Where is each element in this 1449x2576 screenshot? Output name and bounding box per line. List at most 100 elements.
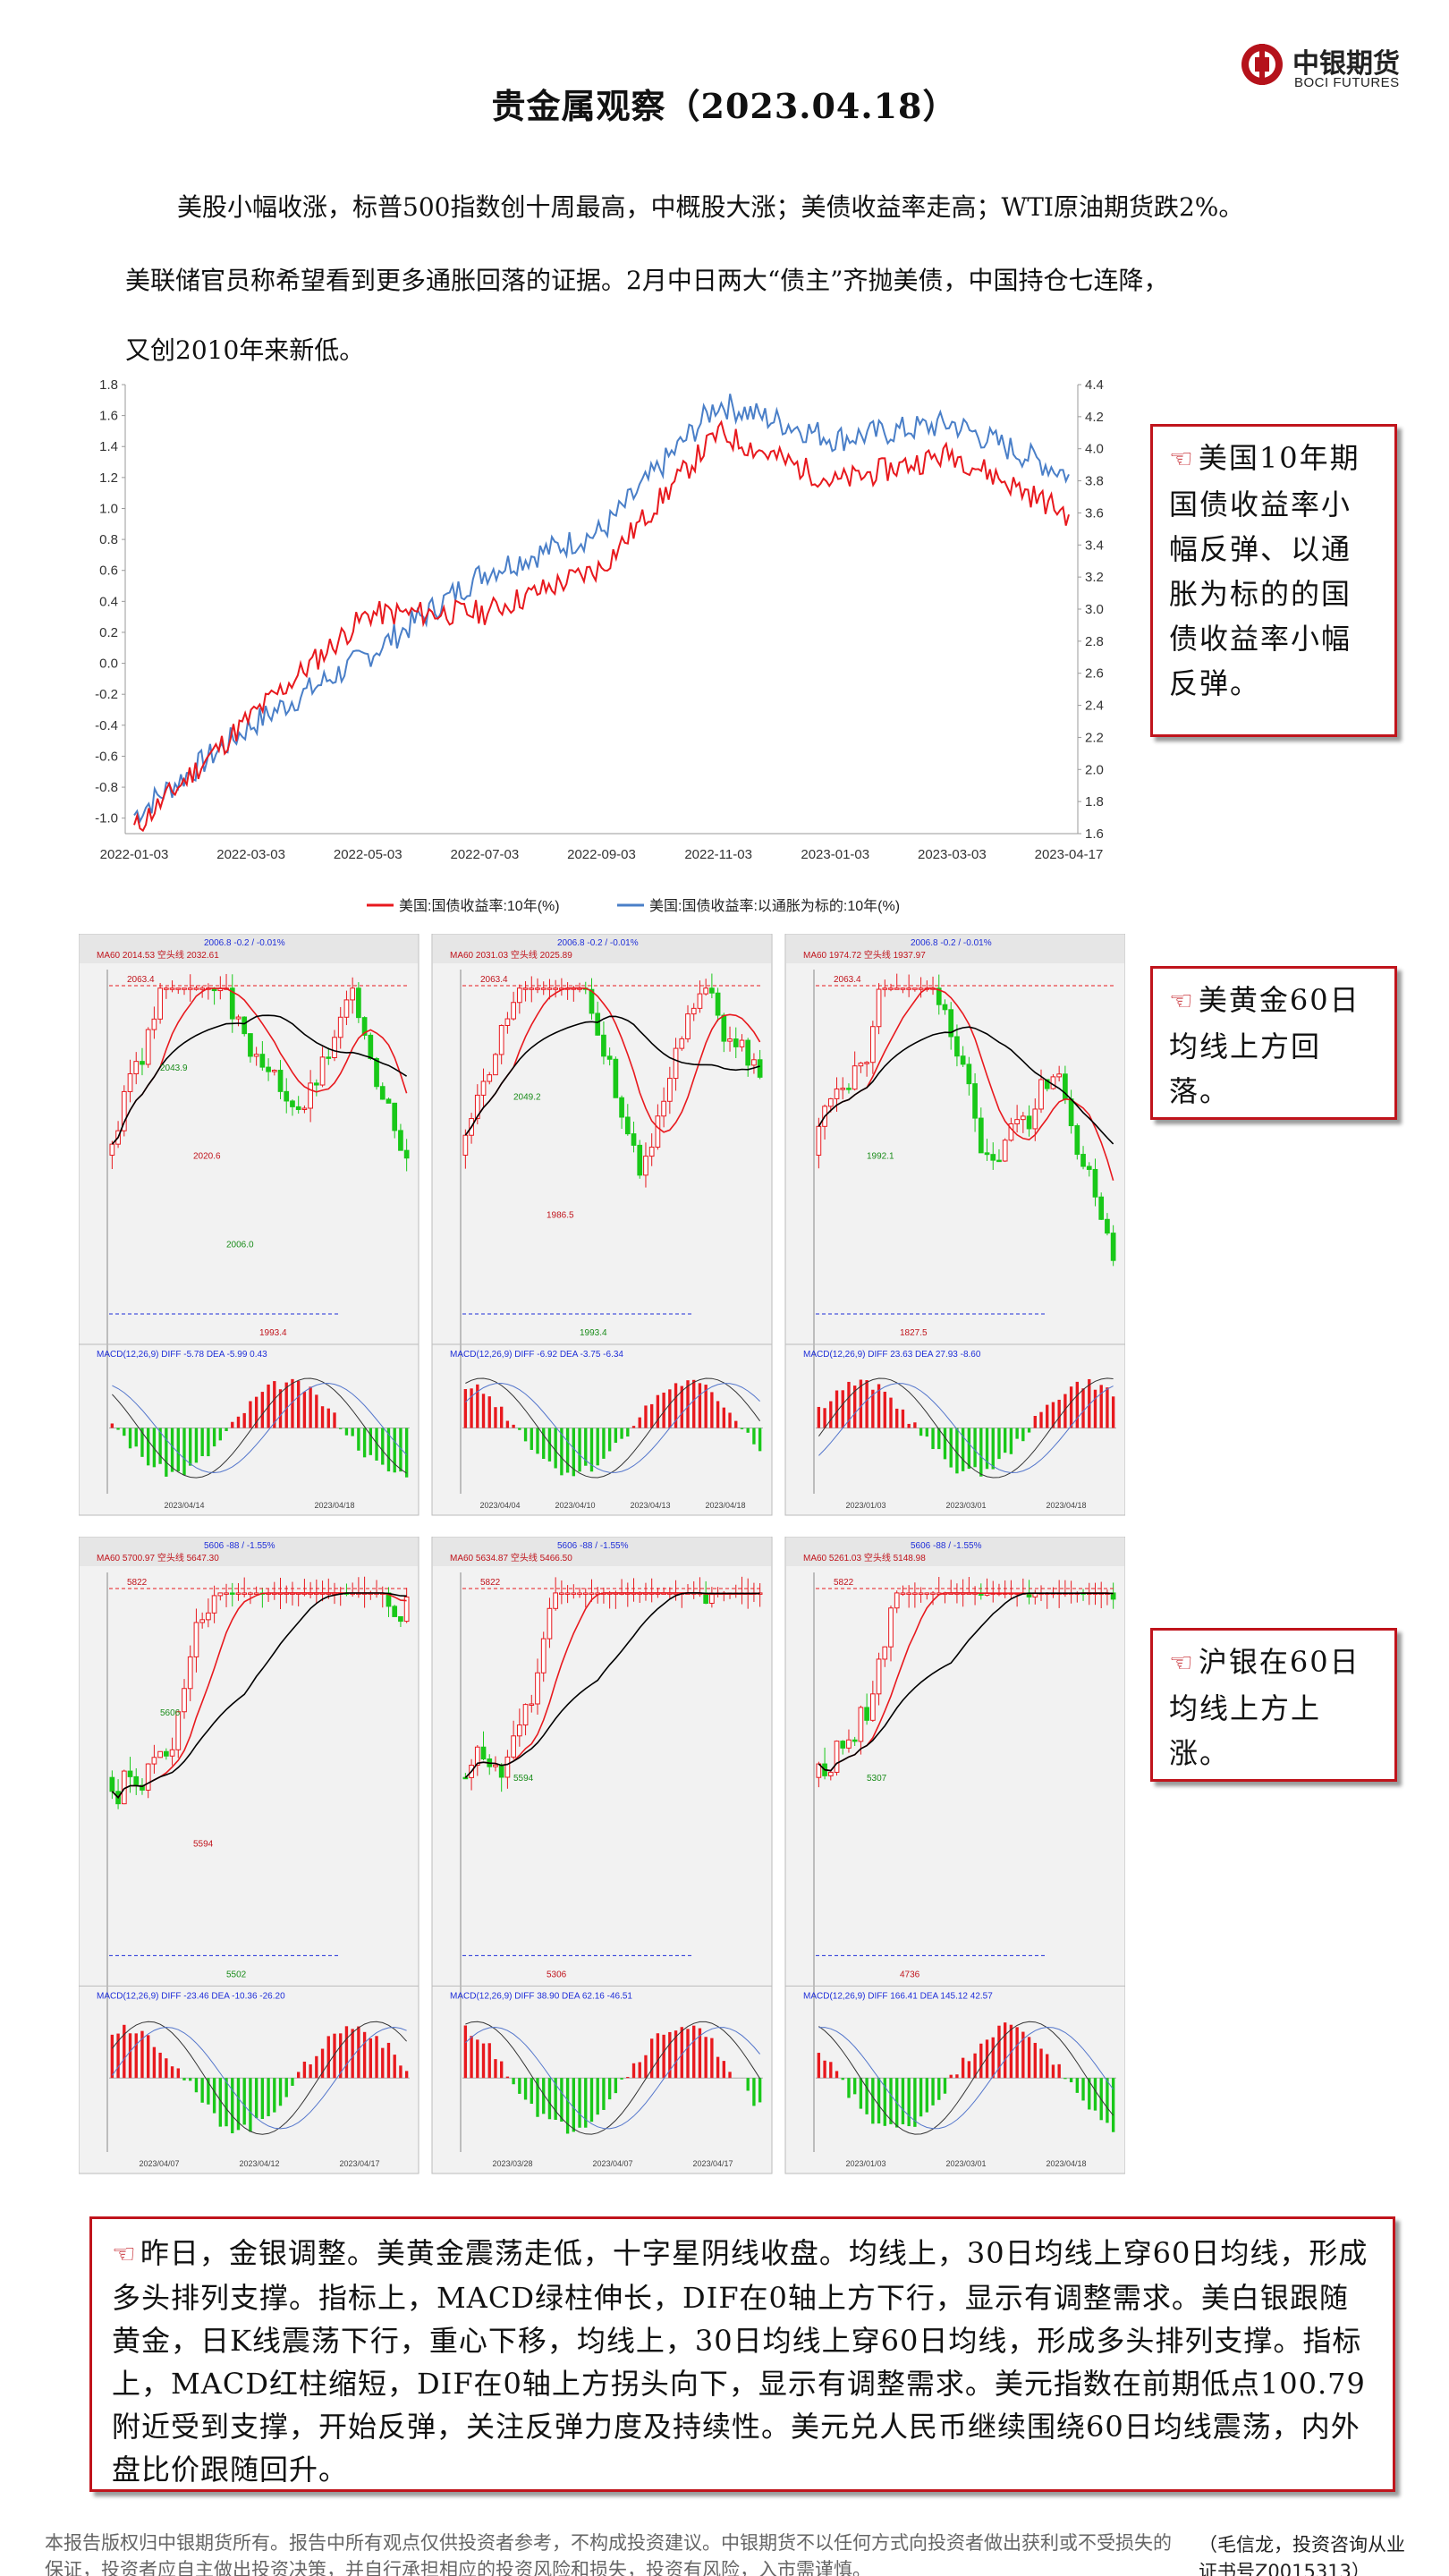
candle-body — [619, 1097, 624, 1118]
candle-body — [271, 1070, 277, 1072]
candle-body — [547, 987, 553, 990]
candle-body — [157, 987, 163, 1020]
nominal-yield-line — [133, 419, 1070, 833]
candle-body — [535, 987, 540, 990]
price-label: 1993.4 — [580, 1328, 607, 1338]
candle-body — [648, 1147, 655, 1157]
candle-body — [864, 1707, 869, 1721]
candle-body — [852, 1065, 858, 1090]
macd-dea-line — [465, 2026, 760, 2130]
candle-body — [326, 1056, 332, 1059]
x-tick-label: 2022-03-03 — [216, 847, 285, 862]
candle-body — [888, 987, 894, 990]
candle-body — [906, 987, 912, 990]
candle-body — [1110, 1233, 1116, 1261]
macd-diff-line — [818, 2021, 1114, 2135]
candle-body — [1074, 1125, 1080, 1156]
left-tick-label: 0.8 — [99, 532, 118, 547]
logo-name-cn: 中银期货 — [1292, 48, 1400, 80]
summary-text: 昨日，金银调整。美黄金震荡走低，十字星阴线收盘。均线上，30日均线上穿60日均线… — [112, 2236, 1368, 2487]
candle-body — [1026, 1115, 1032, 1130]
candle-body — [480, 1080, 487, 1096]
candle-body — [332, 1037, 337, 1058]
candle-body — [1002, 1140, 1008, 1162]
candle-body — [343, 999, 350, 1018]
ma-long-line — [818, 1026, 1114, 1145]
candle-body — [858, 1707, 864, 1742]
candle-body — [392, 1102, 398, 1131]
candle-body — [182, 987, 187, 990]
candle-body — [462, 1776, 469, 1780]
macd-label: MACD(12,26,9) DIFF -5.78 DEA -5.99 0.43 — [97, 1350, 267, 1360]
right-tick-label: 1.6 — [1085, 826, 1104, 842]
candle-body — [666, 1078, 673, 1102]
candle-body — [559, 1592, 564, 1595]
candle-body — [1080, 1154, 1086, 1167]
candle-body — [906, 1592, 912, 1595]
candle-body — [319, 1056, 326, 1086]
right-tick-label: 3.8 — [1085, 474, 1104, 489]
candle-body — [876, 988, 882, 1028]
panel-header-bar — [433, 1538, 771, 1566]
candle-body — [589, 988, 595, 1014]
intro-line-2: 美联储官员称希望看到更多通胀回落的证据。2月中日两大“债主”齐抛美债，中国持仓七… — [125, 266, 1169, 295]
legend-label-tips: 美国:国债收益率:以通胀为标的:10年(%) — [649, 898, 900, 914]
macd-date-label: 2023/04/17 — [692, 2159, 733, 2168]
macd-diff-line — [818, 1377, 1114, 1479]
candle-body — [637, 1144, 643, 1176]
candle-body — [529, 1703, 535, 1706]
candle-body — [827, 1097, 834, 1107]
left-tick-label: 1.6 — [99, 409, 118, 424]
candle-body — [990, 1154, 996, 1161]
candle-body — [984, 1152, 990, 1156]
panel-header-price: 5606 -88 / -1.55% — [557, 1541, 629, 1551]
panel-header-bar — [786, 1538, 1124, 1566]
candle-body — [504, 1756, 511, 1778]
candle-body — [163, 987, 169, 990]
candle-body — [121, 1090, 127, 1131]
candle-body — [199, 987, 206, 990]
price-label: 5306 — [547, 1970, 567, 1979]
candle-body — [151, 1757, 157, 1765]
right-tick-label: 3.6 — [1085, 505, 1104, 521]
candle-body — [924, 1592, 930, 1595]
macd-dea-line — [112, 1382, 407, 1474]
panel-header-price: 2006.8 -0.2 / -0.01% — [557, 938, 639, 948]
candle-body — [313, 1082, 319, 1086]
candle-body — [1105, 1218, 1110, 1234]
candle-body — [133, 1775, 140, 1786]
candle-body — [1098, 1196, 1105, 1220]
candle-body — [715, 992, 721, 1016]
candle-body — [888, 1607, 894, 1648]
left-tick-label: -0.4 — [95, 718, 118, 733]
right-tick-label: 2.4 — [1085, 699, 1104, 714]
candle-body — [1038, 1079, 1044, 1110]
candle-body — [462, 1134, 469, 1156]
right-tick-label: 2.0 — [1085, 762, 1104, 777]
price-label: 1827.5 — [900, 1328, 928, 1338]
candle-panel: 5606 -88 / -1.55%MA60 5261.03 空头线 5148.9… — [784, 1537, 1125, 2174]
candle-body — [954, 1036, 960, 1057]
left-tick-label: 1.4 — [99, 439, 118, 454]
legend-label-nominal: 美国:国债收益率:10年(%) — [399, 898, 560, 914]
x-tick-label: 2022-09-03 — [567, 847, 636, 862]
gold-note: ☜ 美黄金60日均线上方回落。 — [1150, 966, 1397, 1120]
candle-body — [589, 1592, 595, 1595]
panel-ma-label: MA60 2014.53 空头线 2032.61 — [97, 949, 219, 961]
candle-body — [511, 1002, 516, 1020]
ma-long-line — [464, 1015, 760, 1136]
candle-body — [248, 1592, 253, 1595]
candle-body — [816, 1125, 822, 1156]
candle-body — [864, 1062, 869, 1064]
x-tick-label: 2023-03-03 — [918, 847, 987, 862]
macd-date-label: 2023/04/18 — [1046, 1501, 1086, 1510]
left-tick-label: -0.2 — [95, 687, 118, 702]
candle-body — [356, 987, 361, 1019]
candle-body — [169, 1749, 175, 1757]
candle-body — [253, 1592, 259, 1595]
pointing-hand-icon: ☜ — [1169, 986, 1195, 1017]
candle-body — [1068, 1098, 1074, 1127]
panel-header-price: 2006.8 -0.2 / -0.01% — [204, 938, 285, 948]
price-label: 5606 — [160, 1708, 181, 1718]
candle-body — [140, 1061, 145, 1065]
